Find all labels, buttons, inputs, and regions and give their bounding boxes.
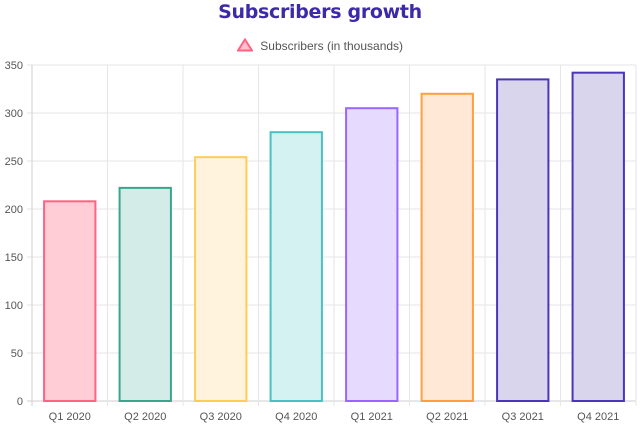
y-tick-label: 200: [5, 204, 23, 216]
bar: [194, 156, 248, 402]
bar: [345, 107, 399, 402]
bar: [571, 71, 625, 403]
x-tick-label: Q1 2020: [49, 411, 91, 423]
chart-title: Subscribers growth: [218, 1, 422, 23]
x-tick-label: Q4 2021: [577, 411, 619, 423]
y-tick-label: 300: [5, 108, 23, 120]
bar: [496, 78, 550, 403]
x-tick-label: Q1 2021: [351, 411, 393, 423]
legend-label: Subscribers (in thousands): [260, 39, 404, 53]
x-tick-label: Q2 2020: [124, 411, 166, 423]
x-tick-label: Q4 2020: [275, 411, 317, 423]
bar: [420, 92, 474, 403]
x-tick-label: Q3 2020: [200, 411, 242, 423]
y-tick-label: 100: [5, 300, 23, 312]
y-tick-label: 50: [11, 348, 23, 360]
y-tick-label: 150: [5, 252, 23, 264]
bar: [118, 186, 172, 402]
y-tick-label: 0: [17, 396, 23, 408]
bar: [43, 200, 97, 402]
x-tick-label: Q3 2021: [502, 411, 544, 423]
bar: [269, 131, 323, 402]
y-tick-label: 350: [5, 60, 23, 72]
legend-triangle-icon: [236, 38, 253, 52]
legend[interactable]: Subscribers (in thousands): [0, 38, 640, 54]
x-tick-label: Q2 2021: [426, 411, 468, 423]
y-tick-label: 250: [5, 156, 23, 168]
